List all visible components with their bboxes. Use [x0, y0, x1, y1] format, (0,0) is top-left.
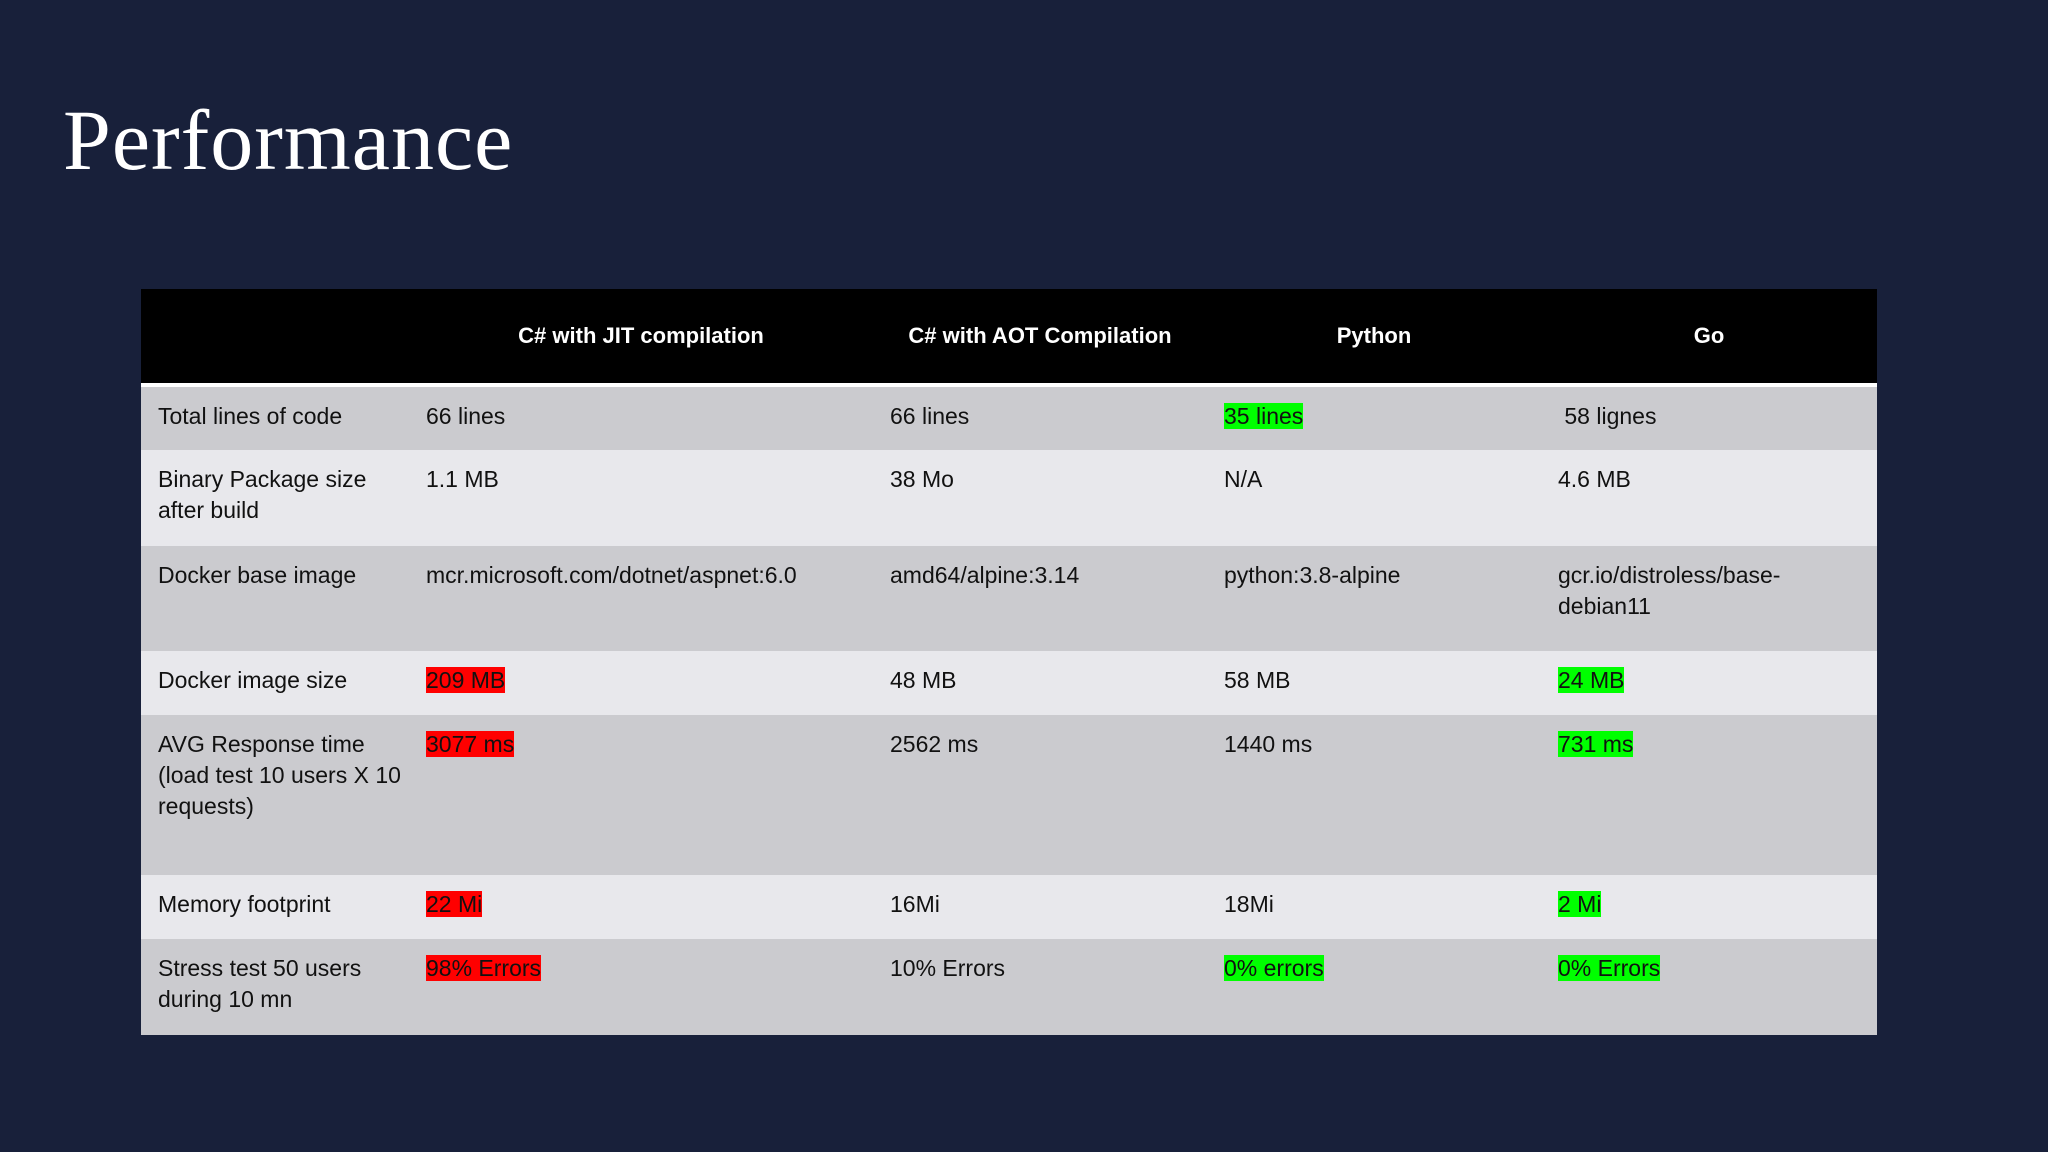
cell-text: 66 lines [426, 403, 506, 429]
table-row: Total lines of code 66 lines 66 lines 35… [141, 385, 1877, 450]
slide-title: Performance [63, 92, 514, 188]
cell-text: 2562 ms [890, 731, 979, 757]
row-label: Total lines of code [158, 403, 343, 429]
row-label: AVG Response time (load test 10 users X … [158, 731, 401, 819]
table-row: AVG Response time (load test 10 users X … [141, 715, 1877, 875]
cell-value: 2 Mi [1541, 875, 1877, 939]
cell-value: 3077 ms [409, 715, 873, 875]
cell-text: 209 MB [426, 667, 506, 693]
cell-value: gcr.io/distroless/base-debian11 [1541, 546, 1877, 651]
cell-value: amd64/alpine:3.14 [873, 546, 1207, 651]
cell-value: 1440 ms [1207, 715, 1541, 875]
cell-text: 58 lignes [1558, 403, 1657, 429]
header-python: Python [1207, 289, 1541, 387]
cell-value: 731 ms [1541, 715, 1877, 875]
cell-text: 10% Errors [890, 955, 1006, 981]
cell-value: 1.1 MB [409, 450, 873, 546]
cell-text: 58 MB [1224, 667, 1291, 693]
cell-value: 58 lignes [1541, 385, 1877, 450]
cell-text: 1440 ms [1224, 731, 1313, 757]
cell-text: 16Mi [890, 891, 940, 917]
table-row: Binary Package size after build 1.1 MB 3… [141, 450, 1877, 546]
cell-text: N/A [1224, 466, 1263, 492]
table-row: Docker base image mcr.microsoft.com/dotn… [141, 546, 1877, 651]
cell-value: 4.6 MB [1541, 450, 1877, 546]
cell-value: 66 lines [409, 385, 873, 450]
cell-text: 66 lines [890, 403, 970, 429]
cell-value: 2562 ms [873, 715, 1207, 875]
cell-value: 10% Errors [873, 939, 1207, 1035]
cell-value: 16Mi [873, 875, 1207, 939]
row-label: Memory footprint [158, 891, 331, 917]
header-cell-empty [141, 289, 409, 387]
cell-value: 24 MB [1541, 651, 1877, 715]
cell-text: 24 MB [1558, 667, 1625, 693]
cell-value: mcr.microsoft.com/dotnet/aspnet:6.0 [409, 546, 873, 651]
cell-text: 48 MB [890, 667, 957, 693]
cell-text: 4.6 MB [1558, 466, 1631, 492]
row-label: Binary Package size after build [158, 466, 367, 523]
table-row: Stress test 50 users during 10 mn 98% Er… [141, 939, 1877, 1035]
cell-text: 2 Mi [1558, 891, 1602, 917]
cell-text: 18Mi [1224, 891, 1274, 917]
cell-value: 35 lines [1207, 385, 1541, 450]
cell-text: 0% errors [1224, 955, 1324, 981]
row-label: Docker image size [158, 667, 348, 693]
performance-table: C# with JIT compilation C# with AOT Comp… [141, 289, 1877, 1035]
cell-value: 209 MB [409, 651, 873, 715]
cell-value: 66 lines [873, 385, 1207, 450]
cell-value: N/A [1207, 450, 1541, 546]
cell-value: 58 MB [1207, 651, 1541, 715]
header-csharp-jit: C# with JIT compilation [409, 289, 873, 387]
cell-text: 0% Errors [1558, 955, 1661, 981]
cell-text: python:3.8-alpine [1224, 562, 1401, 588]
cell-value: 18Mi [1207, 875, 1541, 939]
table-row: Docker image size 209 MB 48 MB 58 MB 24 … [141, 651, 1877, 715]
cell-text: 35 lines [1224, 403, 1304, 429]
row-label: Docker base image [158, 562, 357, 588]
header-go: Go [1541, 289, 1877, 387]
row-label: Stress test 50 users during 10 mn [158, 955, 362, 1012]
cell-value: 48 MB [873, 651, 1207, 715]
cell-text: 731 ms [1558, 731, 1634, 757]
cell-text: mcr.microsoft.com/dotnet/aspnet:6.0 [426, 562, 797, 588]
cell-text: 22 Mi [426, 891, 483, 917]
header-csharp-aot: C# with AOT Compilation [873, 289, 1207, 387]
table-row: Memory footprint 22 Mi 16Mi 18Mi 2 Mi [141, 875, 1877, 939]
cell-text: amd64/alpine:3.14 [890, 562, 1080, 588]
cell-text: 3077 ms [426, 731, 515, 757]
cell-value: 22 Mi [409, 875, 873, 939]
table-header-row: C# with JIT compilation C# with AOT Comp… [141, 289, 1877, 387]
cell-text: 1.1 MB [426, 466, 499, 492]
cell-text: 98% Errors [426, 955, 542, 981]
cell-value: 38 Mo [873, 450, 1207, 546]
cell-value: 0% errors [1207, 939, 1541, 1035]
cell-value: python:3.8-alpine [1207, 546, 1541, 651]
cell-value: 0% Errors [1541, 939, 1877, 1035]
cell-text: 38 Mo [890, 466, 954, 492]
cell-value: 98% Errors [409, 939, 873, 1035]
cell-text: gcr.io/distroless/base-debian11 [1558, 562, 1781, 619]
